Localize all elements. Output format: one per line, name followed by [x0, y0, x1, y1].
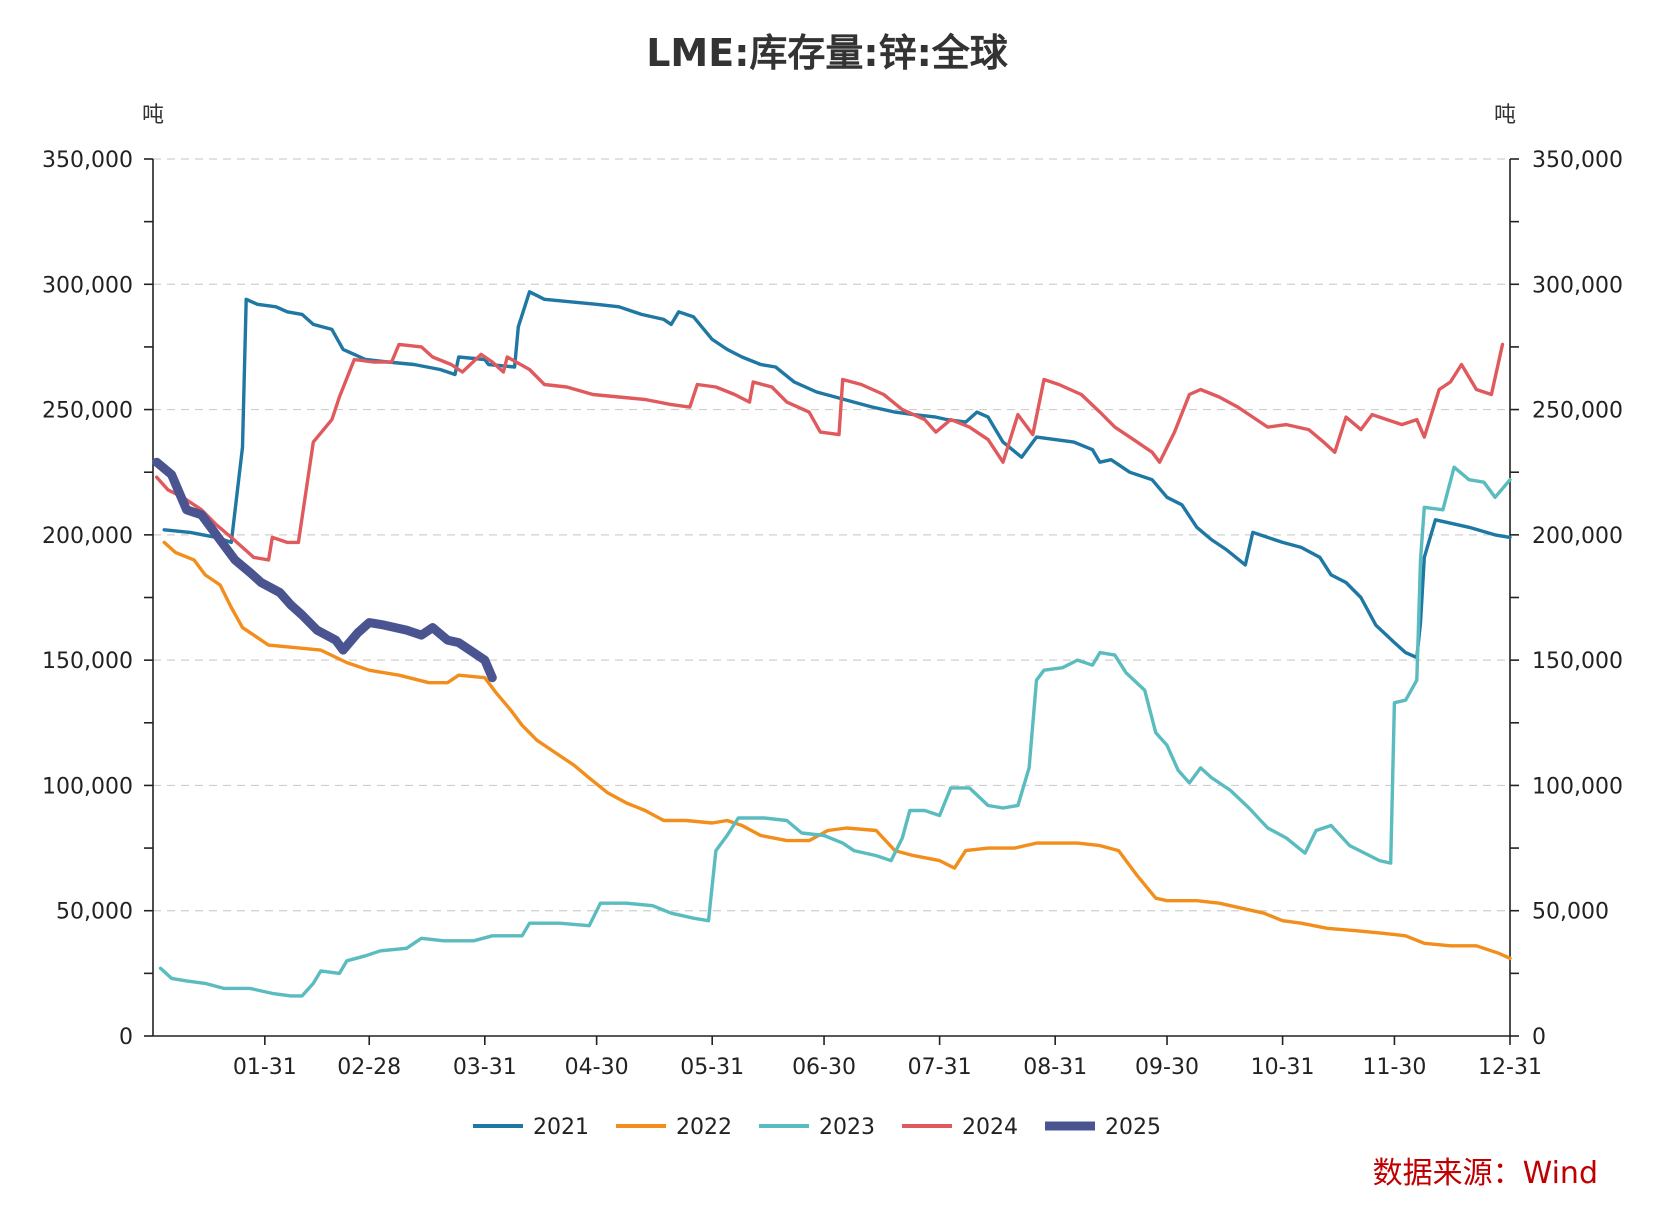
right-tick-label: 200,000 — [1532, 524, 1623, 549]
right-tick-label: 100,000 — [1532, 774, 1623, 799]
series-line-2025 — [152, 457, 497, 683]
legend-label-2024: 2024 — [962, 1115, 1018, 1140]
right-tick-label: 250,000 — [1532, 399, 1623, 424]
x-tick-label: 02-28 — [337, 1055, 401, 1080]
series-line-2022 — [162, 540, 1512, 960]
x-tick-label: 06-30 — [792, 1055, 856, 1080]
series-lines — [152, 290, 1512, 998]
legend-label-2025: 2025 — [1105, 1115, 1161, 1140]
left-tick-label: 300,000 — [42, 273, 133, 298]
right-axis-unit: 吨 — [1494, 103, 1516, 128]
x-tick-label: 04-30 — [565, 1055, 629, 1080]
left-tick-label: 50,000 — [56, 900, 133, 925]
left-tick-label: 350,000 — [42, 148, 133, 173]
left-tick-label: 150,000 — [42, 649, 133, 674]
x-tick-label: 09-30 — [1135, 1055, 1199, 1080]
left-axis-unit: 吨 — [142, 103, 164, 128]
left-tick-label: 0 — [119, 1025, 133, 1050]
series-line-2023 — [158, 465, 1512, 998]
gridlines — [153, 158, 1510, 912]
legend-label-2023: 2023 — [819, 1115, 875, 1140]
right-tick-label: 350,000 — [1532, 148, 1623, 173]
x-tick-label: 07-31 — [908, 1055, 972, 1080]
chart-title: LME:库存量:锌:全球 — [646, 31, 1009, 75]
x-tick-label: 11-30 — [1362, 1055, 1426, 1080]
legend-label-2021: 2021 — [533, 1115, 589, 1140]
x-tick-label: 08-31 — [1023, 1055, 1087, 1080]
x-tick-label: 01-31 — [233, 1055, 297, 1080]
x-tick-label: 03-31 — [453, 1055, 517, 1080]
legend-label-2022: 2022 — [676, 1115, 732, 1140]
x-tick-label: 05-31 — [680, 1055, 744, 1080]
right-tick-label: 300,000 — [1532, 273, 1623, 298]
axes: 0 0 50,000 50,000 100,000 100,000 150,000 150,0… — [42, 148, 1623, 1080]
x-tick-label: 12-31 — [1478, 1055, 1542, 1080]
right-tick-label: 0 — [1532, 1025, 1546, 1050]
left-tick-label: 250,000 — [42, 399, 133, 424]
series-line-2024 — [154, 342, 1505, 562]
right-tick-label: 50,000 — [1532, 900, 1609, 925]
left-tick-label: 200,000 — [42, 524, 133, 549]
left-tick-label: 100,000 — [42, 774, 133, 799]
source-note: 数据来源：Wind — [1373, 1156, 1598, 1191]
series-line-2021 — [162, 290, 1512, 660]
x-tick-label: 10-31 — [1251, 1055, 1315, 1080]
right-tick-label: 150,000 — [1532, 649, 1623, 674]
legend: 2021 2022 2023 2024 2025 — [473, 1115, 1161, 1140]
